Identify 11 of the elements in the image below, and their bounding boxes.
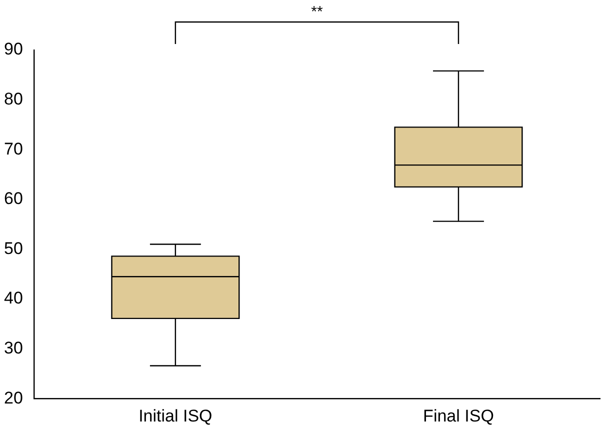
x-tick-label: Initial ISQ <box>138 406 212 426</box>
y-tick-label: 40 <box>4 288 23 308</box>
y-tick-label: 20 <box>4 388 23 408</box>
x-tick-label: Final ISQ <box>423 406 494 426</box>
y-tick-label: 60 <box>4 189 23 208</box>
y-tick-label: 90 <box>4 40 23 59</box>
y-tick-label: 80 <box>4 89 23 108</box>
y-tick-label: 50 <box>4 238 23 258</box>
y-tick-label: 30 <box>4 338 23 358</box>
text: ** <box>311 4 323 21</box>
y-tick-label: 70 <box>4 139 23 158</box>
